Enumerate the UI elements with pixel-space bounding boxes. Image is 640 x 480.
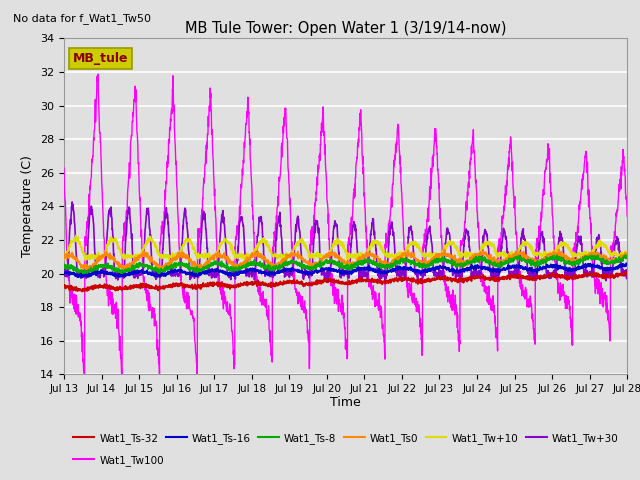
Title: MB Tule Tower: Open Water 1 (3/19/14-now): MB Tule Tower: Open Water 1 (3/19/14-now… <box>185 21 506 36</box>
Legend: Wat1_Tw100: Wat1_Tw100 <box>69 451 168 470</box>
Y-axis label: Temperature (C): Temperature (C) <box>22 156 35 257</box>
Text: No data for f_Wat1_Tw50: No data for f_Wat1_Tw50 <box>13 13 151 24</box>
X-axis label: Time: Time <box>330 396 361 408</box>
Text: MB_tule: MB_tule <box>72 52 128 65</box>
